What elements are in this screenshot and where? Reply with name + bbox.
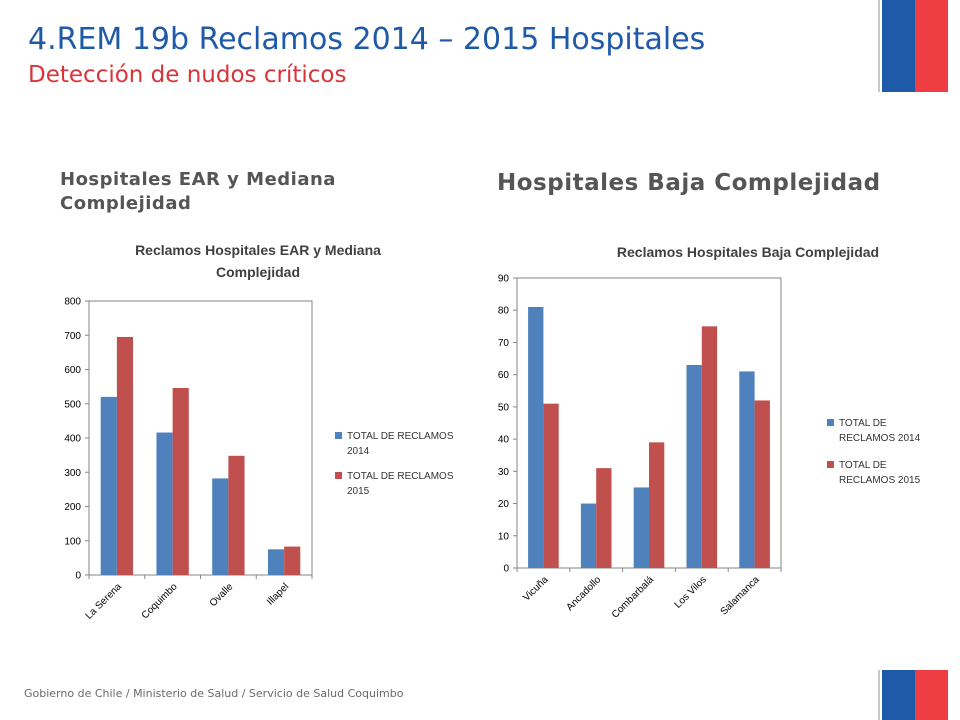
bar-2014 [686, 365, 702, 568]
x-category-label: La Serena [84, 581, 125, 622]
legend-label: 2014 [347, 446, 370, 457]
y-tick-label: 60 [498, 370, 510, 381]
x-category-label: Vicuña [521, 574, 551, 604]
legend-label: TOTAL DE RECLAMOS [347, 431, 454, 442]
legend-label: RECLAMOS 2015 [839, 475, 921, 486]
y-tick-label: 200 [64, 502, 81, 513]
x-category-label: Coquimbo [140, 581, 180, 621]
bar-2014 [633, 487, 649, 568]
footer-text: Gobierno de Chile / Ministerio de Salud … [24, 687, 404, 700]
y-tick-label: 20 [498, 499, 510, 510]
bar-2015 [284, 546, 301, 575]
y-tick-label: 500 [64, 399, 81, 410]
legend-label: 2015 [347, 486, 370, 497]
y-tick-label: 0 [75, 571, 81, 582]
y-tick-label: 30 [498, 467, 510, 478]
legend-swatch-2015 [335, 472, 342, 479]
legend-label: TOTAL DE RECLAMOS [347, 471, 454, 482]
y-tick-label: 50 [498, 402, 510, 413]
x-category-label: Salamanca [719, 574, 762, 617]
bar-2014 [212, 478, 229, 575]
y-tick-label: 400 [64, 434, 81, 445]
bar-2014 [580, 503, 597, 568]
bar-2015 [228, 455, 245, 575]
bar-2015 [543, 403, 559, 568]
y-tick-label: 40 [498, 435, 510, 446]
flag-blue-stripe [882, 0, 915, 92]
y-tick-label: 700 [64, 331, 81, 342]
slide-title-text: REM 19b Reclamos 2014 – 2015 Hospitales [56, 22, 706, 57]
bar-2015 [754, 400, 770, 568]
bar-2015 [172, 387, 189, 575]
section-heading-baja: Hospitales Baja Complejidad [497, 170, 881, 196]
bar-2014 [267, 549, 285, 575]
bar-2014 [100, 396, 117, 575]
bar-2015 [701, 326, 718, 568]
flag-red-stripe [915, 670, 948, 720]
chart-title: Complejidad [216, 264, 300, 280]
flag-red-stripe [915, 0, 948, 92]
bar-2014 [739, 371, 755, 568]
bar-2015 [596, 468, 612, 568]
legend-label: RECLAMOS 2014 [839, 433, 921, 444]
y-tick-label: 90 [498, 274, 510, 285]
x-category-label: Illapel [265, 581, 291, 607]
legend-label: TOTAL DE [839, 460, 887, 471]
bar-2015 [649, 442, 665, 568]
legend-swatch-2014 [335, 432, 342, 439]
slide-title: 4.REM 19b Reclamos 2014 – 2015 Hospitale… [28, 22, 705, 57]
chile-flag-stripe-bottom [878, 670, 948, 720]
y-tick-label: 600 [64, 365, 81, 376]
bar-2014 [156, 432, 173, 575]
section-heading-ear: Hospitales EAR y Mediana Complejidad [60, 169, 336, 214]
slide-subtitle: Detección de nudos críticos [28, 62, 347, 88]
x-category-label: Ancadollo [564, 574, 603, 613]
y-tick-label: 800 [64, 297, 81, 308]
slide-title-number: 4. [28, 22, 57, 57]
chart-title: Reclamos Hospitales EAR y Mediana [135, 242, 381, 258]
chart-baja-complejidad: Reclamos Hospitales Baja Complejidad 0 10 2… [498, 244, 921, 621]
y-tick-label: 10 [498, 531, 510, 542]
chart-ear-mediana: Reclamos Hospitales EAR y Mediana Complej… [64, 242, 454, 622]
x-category-label: Los Vilos [673, 574, 709, 610]
bar-2014 [528, 307, 544, 568]
bar-2015 [116, 336, 134, 575]
legend-label: TOTAL DE [839, 418, 887, 429]
chile-flag-stripe-top [878, 0, 948, 92]
y-tick-label: 100 [64, 536, 81, 547]
y-tick-label: 0 [503, 564, 509, 575]
legend-swatch-2014 [827, 419, 834, 426]
x-category-label: Combarbalá [610, 574, 657, 621]
y-tick-label: 70 [498, 338, 510, 349]
chart-title: Reclamos Hospitales Baja Complejidad [617, 244, 879, 260]
flag-blue-stripe [882, 670, 915, 720]
legend-swatch-2015 [827, 461, 834, 468]
y-tick-label: 80 [498, 306, 510, 317]
y-tick-label: 300 [64, 468, 81, 479]
x-category-label: Ovalle [208, 581, 236, 609]
